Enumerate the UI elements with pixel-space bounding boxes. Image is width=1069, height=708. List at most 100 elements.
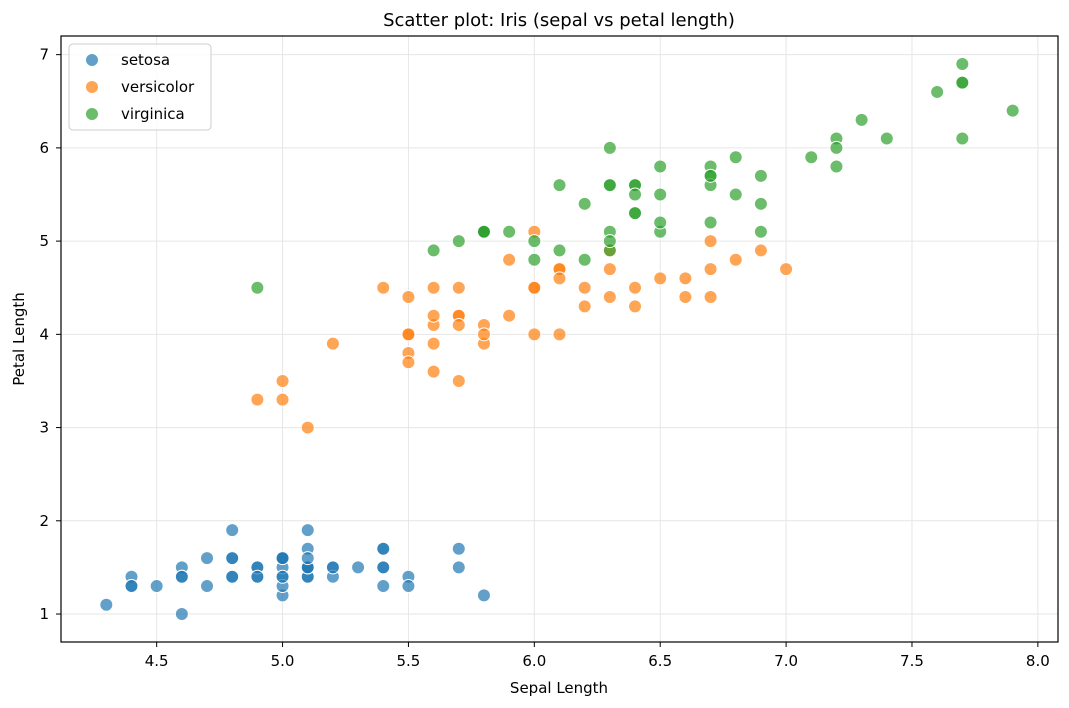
- data-point-virginica: [552, 243, 567, 258]
- data-point-virginica: [426, 243, 441, 258]
- data-point-virginica: [804, 150, 819, 165]
- x-axis-label: Sepal Length: [510, 679, 608, 697]
- data-point-virginica: [602, 178, 617, 193]
- data-point-virginica: [728, 187, 743, 202]
- data-point-setosa: [376, 560, 391, 575]
- data-point-virginica: [552, 178, 567, 193]
- y-tick-label: 1: [39, 605, 49, 623]
- data-point-virginica: [653, 159, 668, 174]
- data-point-virginica: [703, 215, 718, 230]
- data-point-virginica: [829, 140, 844, 155]
- legend-marker-virginica: [85, 107, 99, 121]
- data-point-setosa: [225, 569, 240, 584]
- data-points: [99, 56, 1020, 622]
- data-point-virginica: [753, 196, 768, 211]
- series-setosa: [99, 523, 491, 622]
- data-point-versicolor: [779, 262, 794, 277]
- data-point-versicolor: [703, 290, 718, 305]
- x-tick-label: 6.0: [522, 652, 546, 670]
- data-point-virginica: [250, 280, 265, 295]
- x-tick-label: 4.5: [145, 652, 169, 670]
- data-point-setosa: [275, 551, 290, 566]
- data-point-virginica: [476, 224, 491, 239]
- legend-box: [68, 43, 212, 131]
- data-point-versicolor: [401, 355, 416, 370]
- data-point-virginica: [879, 131, 894, 146]
- data-point-versicolor: [401, 327, 416, 342]
- data-point-virginica: [628, 187, 643, 202]
- data-point-versicolor: [703, 234, 718, 249]
- data-point-versicolor: [250, 392, 265, 407]
- data-point-versicolor: [602, 262, 617, 277]
- data-point-versicolor: [552, 327, 567, 342]
- data-point-virginica: [577, 252, 592, 267]
- data-point-versicolor: [451, 318, 466, 333]
- data-point-setosa: [325, 560, 340, 575]
- legend: setosa versicolor virginica: [68, 43, 212, 131]
- y-tick-label: 3: [39, 419, 49, 437]
- data-point-setosa: [174, 607, 189, 622]
- data-point-virginica: [955, 75, 970, 90]
- data-point-versicolor: [628, 299, 643, 314]
- x-tick-label: 8.0: [1026, 652, 1050, 670]
- data-point-versicolor: [426, 280, 441, 295]
- data-point-virginica: [955, 56, 970, 71]
- y-tick-label: 6: [39, 139, 49, 157]
- data-point-versicolor: [527, 280, 542, 295]
- data-point-virginica: [955, 131, 970, 146]
- data-point-setosa: [250, 569, 265, 584]
- data-point-virginica: [703, 168, 718, 183]
- legend-marker-versicolor: [85, 80, 99, 94]
- data-point-setosa: [200, 551, 215, 566]
- data-point-versicolor: [502, 308, 517, 323]
- data-point-virginica: [653, 187, 668, 202]
- data-point-setosa: [225, 523, 240, 538]
- x-tick-label: 7.0: [774, 652, 798, 670]
- data-point-setosa: [149, 579, 164, 594]
- data-point-setosa: [476, 588, 491, 603]
- y-tick-label: 2: [39, 512, 49, 530]
- data-point-versicolor: [753, 243, 768, 258]
- axis-ticks: 4.5 5.0 5.5 6.0 6.5 7.0 7.5 8.0 1 2 3 4 5 6 7: [39, 46, 1049, 670]
- data-point-virginica: [451, 234, 466, 249]
- data-point-virginica: [602, 234, 617, 249]
- data-point-virginica: [728, 150, 743, 165]
- y-axis-label: Petal Length: [10, 292, 28, 386]
- data-point-setosa: [124, 579, 139, 594]
- legend-label-setosa: setosa: [121, 51, 170, 69]
- data-point-setosa: [376, 579, 391, 594]
- data-point-setosa: [225, 551, 240, 566]
- data-point-versicolor: [653, 271, 668, 286]
- x-tick-label: 5.0: [271, 652, 295, 670]
- legend-label-versicolor: versicolor: [121, 78, 195, 96]
- data-point-versicolor: [577, 280, 592, 295]
- data-point-setosa: [451, 560, 466, 575]
- data-point-setosa: [300, 523, 315, 538]
- data-point-virginica: [502, 224, 517, 239]
- data-point-versicolor: [451, 280, 466, 295]
- data-point-virginica: [527, 252, 542, 267]
- data-point-versicolor: [451, 373, 466, 388]
- data-point-virginica: [527, 234, 542, 249]
- data-point-setosa: [351, 560, 366, 575]
- data-point-virginica: [753, 168, 768, 183]
- data-point-setosa: [300, 551, 315, 566]
- data-point-versicolor: [502, 252, 517, 267]
- legend-marker-setosa: [85, 53, 99, 67]
- data-point-versicolor: [275, 373, 290, 388]
- legend-label-virginica: virginica: [121, 105, 185, 123]
- data-point-versicolor: [577, 299, 592, 314]
- data-point-versicolor: [678, 271, 693, 286]
- x-tick-label: 6.5: [648, 652, 672, 670]
- data-point-versicolor: [628, 280, 643, 295]
- data-point-setosa: [200, 579, 215, 594]
- data-point-versicolor: [678, 290, 693, 305]
- data-point-versicolor: [426, 364, 441, 379]
- data-point-versicolor: [426, 308, 441, 323]
- data-point-versicolor: [401, 290, 416, 305]
- data-point-virginica: [653, 215, 668, 230]
- x-tick-label: 7.5: [900, 652, 924, 670]
- y-tick-label: 4: [39, 325, 49, 343]
- series-virginica: [250, 56, 1020, 295]
